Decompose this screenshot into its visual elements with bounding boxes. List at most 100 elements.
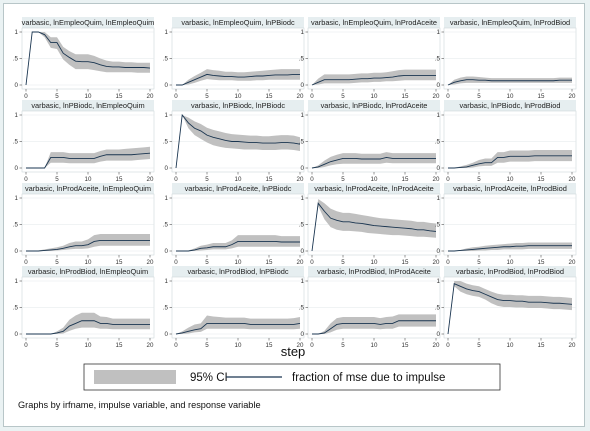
- x-tick-label: 10: [507, 259, 514, 266]
- y-tick-label: 1: [165, 195, 169, 202]
- y-tick-label: 1: [165, 112, 169, 119]
- y-tick-label: .5: [163, 56, 169, 63]
- panel-title: varbasic, lnProdAceite, lnPBiodc: [185, 184, 292, 193]
- panel-title-bar: [444, 17, 576, 28]
- x-tick-label: 20: [297, 176, 304, 183]
- y-tick-label: 1: [437, 278, 441, 285]
- x-tick-label: 15: [538, 93, 545, 100]
- graph-note: Graphs by irfname, impulse variable, and…: [18, 400, 261, 410]
- y-tick-label: .5: [163, 305, 169, 312]
- impulse-line: [311, 75, 436, 86]
- x-tick-label: 10: [371, 259, 378, 266]
- x-tick-label: 10: [507, 93, 514, 100]
- panel-title-bar: [444, 183, 576, 194]
- impulse-line: [26, 152, 151, 169]
- impulse-line: [448, 245, 572, 252]
- x-tick-label: 0: [24, 176, 28, 183]
- y-tick-label: 0: [437, 331, 441, 338]
- impulse-line: [25, 31, 151, 86]
- x-tick-label: 15: [266, 93, 273, 100]
- ci-band: [26, 312, 150, 334]
- x-tick-label: 20: [569, 259, 576, 266]
- x-tick-label: 0: [174, 342, 178, 349]
- x-tick-label: 0: [446, 93, 450, 100]
- y-tick-label: 0: [165, 165, 169, 172]
- x-tick-label: 5: [477, 93, 481, 100]
- panel-title-bar: [308, 100, 440, 111]
- panel-title: varbasic, lnProdBiod, lnPBiodc: [187, 267, 288, 276]
- x-tick-label: 5: [55, 342, 59, 349]
- y-tick-label: 0: [437, 82, 441, 89]
- x-tick-label: 15: [538, 259, 545, 266]
- panel-title-bar: [172, 100, 304, 111]
- ci-band: [26, 234, 150, 251]
- x-tick-label: 10: [235, 342, 242, 349]
- x-tick-label: 20: [433, 93, 440, 100]
- x-tick-label: 10: [235, 176, 242, 183]
- x-tick-label: 5: [205, 259, 209, 266]
- x-tick-label: 15: [116, 342, 123, 349]
- x-tick-label: 10: [507, 176, 514, 183]
- ci-band: [176, 315, 300, 334]
- x-tick-label: 0: [446, 176, 450, 183]
- panel: varbasic, lnProdAceite, lnProdAceite 0 .5 1…: [299, 183, 441, 266]
- x-tick-label: 5: [55, 176, 59, 183]
- x-tick-label: 10: [371, 342, 378, 349]
- panel-title-bar: [308, 266, 440, 277]
- impulse-line: [176, 73, 300, 86]
- y-tick-label: 0: [301, 331, 305, 338]
- impulse-line: [26, 320, 150, 335]
- x-tick-label: 10: [235, 93, 242, 100]
- y-tick-label: 0: [437, 165, 441, 172]
- x-tick-label: 0: [174, 93, 178, 100]
- x-tick-label: 20: [297, 259, 304, 266]
- impulse-line: [312, 320, 436, 335]
- y-tick-label: 0: [301, 248, 305, 255]
- y-tick-label: 0: [301, 165, 305, 172]
- x-tick-label: 10: [85, 342, 92, 349]
- impulse-line: [176, 241, 300, 252]
- ci-band: [312, 152, 436, 168]
- y-tick-label: .5: [163, 222, 169, 229]
- x-tick-label: 10: [85, 176, 92, 183]
- panel-title-bar: [444, 266, 576, 277]
- panel-title: varbasic, lnProdBiod, lnProdAceite: [317, 267, 431, 276]
- panel-title-bar: [22, 266, 154, 277]
- impulse-line: [26, 239, 150, 252]
- x-tick-label: 20: [433, 342, 440, 349]
- x-tick-label: 10: [371, 93, 378, 100]
- x-tick-label: 5: [341, 259, 345, 266]
- panel-title: varbasic, lnProdAceite, lnEmpleoQuim: [25, 184, 151, 193]
- panel-title: varbasic, lnPBiodc, lnProdAceite: [321, 101, 428, 110]
- x-tick-label: 15: [116, 259, 123, 266]
- ci-band: [176, 235, 300, 251]
- impulse-line: [175, 322, 301, 335]
- impulse-line: [311, 202, 437, 252]
- panel: varbasic, lnEmpleoQuim, lnEmpleoQuim 0 .5 1…: [13, 17, 154, 100]
- x-tick-label: 10: [507, 342, 514, 349]
- x-tick-label: 20: [433, 259, 440, 266]
- panel-title-bar: [444, 100, 576, 111]
- x-tick-label: 5: [341, 176, 345, 183]
- ci-band: [448, 281, 572, 334]
- y-tick-label: 0: [437, 248, 441, 255]
- x-tick-label: 10: [85, 93, 92, 100]
- x-tick-label: 15: [402, 259, 409, 266]
- panel-title-bar: [172, 183, 304, 194]
- x-tick-label: 15: [116, 93, 123, 100]
- panel-title: varbasic, lnEmpleoQuim, lnProdBiod: [450, 18, 570, 27]
- panel-title-bar: [172, 17, 304, 28]
- y-tick-label: 1: [15, 278, 19, 285]
- x-tick-label: 20: [569, 93, 576, 100]
- panel-title: varbasic, lnProdAceite, lnProdAceite: [314, 184, 434, 193]
- y-tick-label: .5: [163, 139, 169, 146]
- x-tick-label: 20: [297, 93, 304, 100]
- impulse-line: [175, 113, 301, 169]
